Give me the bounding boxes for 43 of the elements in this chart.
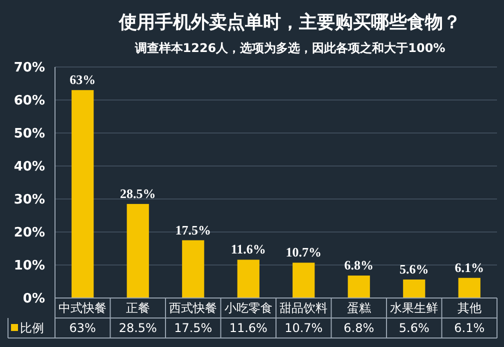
- x-tick-label: 正餐: [126, 301, 150, 316]
- y-tick-label: 60%: [14, 94, 45, 109]
- y-tick-label: 40%: [14, 160, 45, 175]
- chart-title: 使用手机外卖点单时，主要购买哪些食物？: [118, 12, 461, 33]
- x-tick-label: 水果生鲜: [390, 301, 438, 316]
- bar: [182, 240, 204, 298]
- chart-subtitle: 调查样本1226人，选项为多选，因此各项之和大于100%: [134, 41, 446, 55]
- text: 11.6%: [230, 242, 266, 257]
- data-label: 10.7%: [284, 321, 323, 336]
- text: 10.7%: [286, 244, 322, 260]
- data-label: 6.1%: [454, 321, 485, 336]
- data-label: 6.8%: [344, 321, 374, 336]
- y-tick-label: 10%: [14, 258, 45, 274]
- y-tick-label: 30%: [14, 192, 45, 208]
- bar: [237, 260, 260, 298]
- bar: [72, 90, 94, 298]
- y-tick-label: 0%: [22, 292, 45, 307]
- bar: [292, 262, 315, 298]
- text: 6.1%: [454, 260, 484, 275]
- text: 63%: [70, 72, 96, 88]
- x-tick-label: 蛋糕: [346, 301, 371, 316]
- bar: [403, 280, 426, 298]
- x-tick-label: 中式快餐: [58, 301, 107, 316]
- legend-label: 比例: [20, 321, 44, 336]
- text: 28.5%: [120, 186, 156, 201]
- bar: [126, 204, 149, 298]
- bar: [458, 278, 480, 298]
- data-label: 5.6%: [398, 321, 430, 336]
- data-label: 28.5%: [118, 321, 157, 336]
- y-tick-label: 70%: [14, 60, 45, 76]
- text: 5.6%: [400, 262, 429, 277]
- y-tick-label: 50%: [14, 126, 45, 142]
- y-tick-label: 20%: [14, 226, 45, 241]
- text: 6.8%: [344, 258, 374, 273]
- x-tick-label: 甜品饮料: [280, 301, 328, 316]
- data-label: 63%: [69, 321, 96, 336]
- data-label: 11.6%: [229, 321, 268, 336]
- text: 17.5%: [175, 222, 211, 238]
- bar: [348, 276, 370, 298]
- data-label: 17.5%: [174, 321, 212, 336]
- x-tick-label: 其他: [457, 301, 482, 316]
- x-tick-label: 小吃零食: [224, 301, 272, 316]
- x-tick-label: 西式快餐: [169, 301, 218, 316]
